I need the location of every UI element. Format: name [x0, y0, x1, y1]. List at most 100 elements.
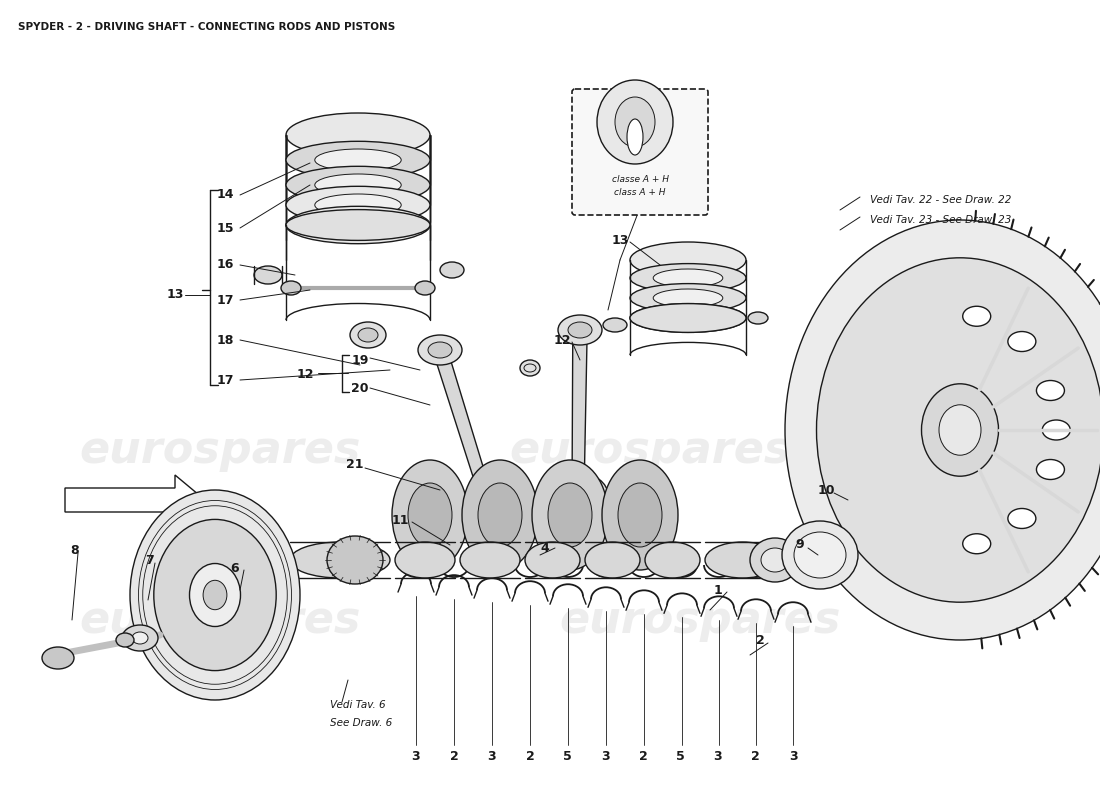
Text: 5: 5	[675, 750, 684, 763]
Text: eurospares: eurospares	[79, 598, 361, 642]
Ellipse shape	[462, 460, 538, 570]
Ellipse shape	[1008, 509, 1036, 529]
Ellipse shape	[653, 269, 723, 287]
Text: 13: 13	[612, 234, 629, 246]
Ellipse shape	[548, 483, 592, 547]
Text: 2: 2	[639, 750, 648, 763]
Ellipse shape	[548, 473, 608, 517]
Text: 5: 5	[562, 750, 571, 763]
Ellipse shape	[962, 534, 991, 554]
Text: 17: 17	[217, 374, 233, 386]
Ellipse shape	[132, 632, 148, 644]
Text: class A + H: class A + H	[614, 188, 666, 197]
Ellipse shape	[585, 542, 640, 578]
Ellipse shape	[794, 532, 846, 578]
Ellipse shape	[395, 542, 455, 578]
Ellipse shape	[42, 647, 74, 669]
Ellipse shape	[630, 303, 746, 333]
Text: 3: 3	[789, 750, 797, 763]
Ellipse shape	[816, 258, 1100, 602]
Ellipse shape	[327, 536, 383, 584]
Ellipse shape	[204, 580, 227, 610]
Ellipse shape	[618, 483, 662, 547]
Text: 19: 19	[351, 354, 369, 366]
Ellipse shape	[483, 506, 498, 518]
Ellipse shape	[570, 487, 586, 499]
Ellipse shape	[962, 306, 991, 326]
Ellipse shape	[358, 328, 378, 342]
Ellipse shape	[460, 542, 520, 578]
Ellipse shape	[939, 405, 981, 455]
Text: 7: 7	[145, 554, 154, 566]
Polygon shape	[433, 348, 496, 512]
Ellipse shape	[408, 483, 452, 547]
Text: 20: 20	[351, 382, 369, 394]
Text: 18: 18	[217, 334, 233, 346]
Ellipse shape	[570, 491, 586, 503]
Polygon shape	[65, 475, 205, 525]
Ellipse shape	[392, 460, 468, 570]
Ellipse shape	[630, 303, 746, 333]
Text: See Draw. 6: See Draw. 6	[330, 718, 393, 728]
Ellipse shape	[705, 542, 780, 578]
Text: 15: 15	[217, 222, 233, 234]
Text: classe A + H: classe A + H	[612, 175, 669, 184]
Text: Vedi Tav. 22 - See Draw. 22: Vedi Tav. 22 - See Draw. 22	[870, 195, 1011, 205]
Ellipse shape	[286, 142, 430, 178]
Ellipse shape	[602, 460, 678, 570]
Ellipse shape	[750, 538, 800, 582]
Ellipse shape	[315, 174, 402, 196]
Text: 9: 9	[795, 538, 804, 551]
Text: 11: 11	[392, 514, 409, 526]
Text: Vedi Tav. 6: Vedi Tav. 6	[330, 700, 386, 710]
Ellipse shape	[558, 315, 602, 345]
Ellipse shape	[315, 194, 402, 216]
Ellipse shape	[286, 113, 430, 157]
Text: 2: 2	[756, 634, 764, 646]
Ellipse shape	[122, 625, 158, 651]
Ellipse shape	[597, 80, 673, 164]
Ellipse shape	[460, 488, 520, 532]
Text: 2: 2	[526, 750, 535, 763]
Text: eurospares: eurospares	[79, 429, 361, 471]
Text: Vedi Tav. 23 - See Draw. 23: Vedi Tav. 23 - See Draw. 23	[870, 215, 1011, 225]
Ellipse shape	[130, 490, 300, 700]
Text: 4: 4	[540, 542, 549, 554]
Text: 1: 1	[714, 583, 723, 597]
Ellipse shape	[603, 318, 627, 332]
Ellipse shape	[645, 542, 700, 578]
Ellipse shape	[482, 502, 497, 514]
Ellipse shape	[1043, 420, 1070, 440]
Text: 2: 2	[750, 750, 759, 763]
Ellipse shape	[615, 97, 654, 147]
Ellipse shape	[350, 322, 386, 348]
Ellipse shape	[630, 283, 746, 312]
Ellipse shape	[653, 289, 723, 307]
Text: SPYDER - 2 - DRIVING SHAFT - CONNECTING RODS AND PISTONS: SPYDER - 2 - DRIVING SHAFT - CONNECTING …	[18, 22, 395, 32]
Ellipse shape	[428, 342, 452, 358]
Ellipse shape	[922, 384, 999, 476]
Ellipse shape	[520, 360, 540, 376]
Ellipse shape	[280, 281, 301, 295]
Ellipse shape	[415, 281, 434, 295]
Ellipse shape	[653, 309, 723, 327]
Ellipse shape	[560, 482, 596, 508]
Ellipse shape	[286, 210, 430, 240]
Text: 3: 3	[601, 750, 609, 763]
Ellipse shape	[782, 521, 858, 589]
Ellipse shape	[116, 633, 134, 647]
Text: 21: 21	[346, 458, 364, 471]
Ellipse shape	[290, 542, 390, 578]
Polygon shape	[572, 330, 587, 495]
Text: 12: 12	[553, 334, 571, 346]
Ellipse shape	[525, 542, 580, 578]
Text: 12: 12	[296, 369, 314, 382]
Text: 6: 6	[231, 562, 240, 574]
Text: 13: 13	[166, 289, 184, 302]
Ellipse shape	[440, 262, 464, 278]
Ellipse shape	[286, 166, 430, 204]
Text: 3: 3	[411, 750, 420, 763]
Ellipse shape	[1036, 459, 1065, 479]
FancyBboxPatch shape	[572, 89, 708, 215]
Ellipse shape	[154, 519, 276, 670]
